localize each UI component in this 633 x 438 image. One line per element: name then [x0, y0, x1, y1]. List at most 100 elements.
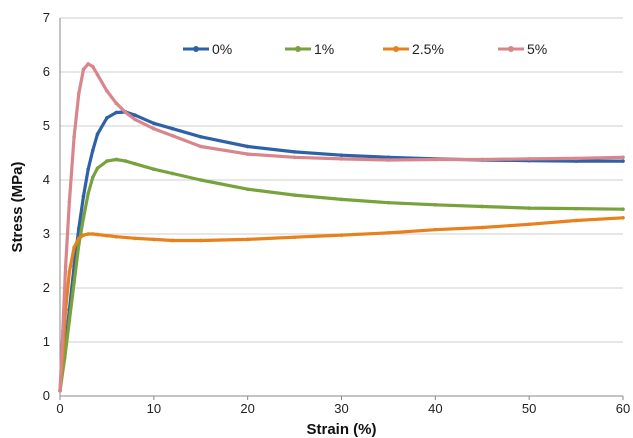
data-point: [621, 155, 625, 160]
data-point: [95, 72, 100, 77]
data-point: [245, 152, 250, 156]
data-point: [63, 264, 68, 269]
data-point: [433, 157, 438, 162]
y-tick-label: 5: [43, 118, 50, 133]
data-point: [574, 218, 578, 223]
x-tick-label: 20: [240, 401, 254, 416]
y-tick-label: 4: [43, 172, 50, 187]
legend-swatch-marker: [508, 46, 514, 52]
data-point: [339, 157, 344, 161]
data-point: [198, 135, 203, 139]
data-point: [133, 162, 137, 166]
data-point: [91, 64, 95, 69]
legend-item: 2.5%: [383, 41, 444, 57]
legend-swatch-marker: [393, 46, 399, 52]
data-point: [114, 157, 119, 162]
data-point: [67, 199, 72, 204]
data-point: [86, 167, 90, 171]
data-point: [480, 225, 485, 230]
data-point: [76, 226, 81, 231]
data-point: [67, 318, 72, 323]
data-point: [170, 171, 175, 176]
data-point: [170, 126, 175, 131]
data-point: [81, 194, 86, 198]
x-tick-label: 30: [334, 401, 348, 416]
data-point: [292, 235, 297, 240]
series-1%: [58, 157, 625, 393]
legend-swatch-marker: [295, 46, 301, 52]
data-point: [152, 121, 156, 126]
data-point: [123, 110, 128, 115]
x-axis-title: Strain (%): [306, 421, 376, 438]
data-point: [76, 91, 81, 96]
data-point: [133, 236, 137, 241]
x-tick-label: 0: [56, 401, 63, 416]
gridlines: [60, 17, 623, 343]
data-point: [527, 222, 531, 227]
x-tick-label: 50: [522, 401, 536, 416]
y-tick-label: 0: [43, 388, 50, 403]
data-point: [133, 113, 137, 117]
data-point: [105, 89, 109, 93]
data-point: [480, 157, 485, 162]
y-tick-label: 7: [43, 10, 50, 25]
data-point: [133, 117, 137, 122]
data-point: [105, 233, 109, 238]
data-point: [105, 116, 109, 120]
data-point: [527, 206, 531, 210]
legend-item: 5%: [498, 41, 547, 57]
data-point: [170, 133, 175, 138]
legend: 0% 1% 2.5% 5%: [183, 41, 547, 57]
data-point: [170, 238, 175, 243]
series-line: [58, 157, 625, 393]
data-point: [152, 237, 156, 242]
data-point: [95, 132, 100, 136]
data-point: [114, 101, 119, 106]
legend-label: 0%: [212, 41, 232, 57]
legend-swatch-marker: [193, 46, 199, 52]
legend-label: 5%: [527, 41, 547, 57]
data-point: [105, 159, 109, 163]
data-point: [86, 62, 90, 66]
data-point: [574, 159, 578, 163]
data-point: [480, 204, 485, 209]
x-tick-label: 10: [147, 401, 161, 416]
data-point: [61, 329, 65, 334]
data-point: [339, 153, 344, 157]
data-point: [152, 126, 156, 131]
data-point: [386, 155, 391, 160]
data-point: [67, 270, 72, 274]
data-point: [86, 191, 90, 196]
data-point: [621, 207, 625, 211]
data-point: [72, 135, 76, 139]
data-point: [81, 216, 86, 220]
data-point: [123, 159, 128, 163]
data-point: [386, 231, 391, 235]
data-point: [621, 216, 625, 220]
data-point: [95, 232, 100, 237]
data-point: [91, 232, 95, 236]
data-point: [114, 110, 119, 115]
legend-item: 1%: [285, 41, 334, 57]
y-tick-labels: 0 1 2 3 4 5 6 7: [43, 10, 50, 403]
y-tick-label: 2: [43, 280, 50, 295]
data-point: [245, 144, 250, 149]
data-point: [198, 178, 203, 182]
data-point: [292, 150, 297, 154]
data-point: [76, 243, 81, 247]
legend-label: 1%: [314, 41, 334, 57]
data-point: [292, 193, 297, 197]
data-point: [386, 158, 391, 162]
data-point: [433, 227, 438, 232]
data-point: [86, 232, 90, 236]
x-tick-label: 40: [428, 401, 442, 416]
data-point: [81, 233, 86, 237]
legend-item: 0%: [183, 41, 232, 57]
data-point: [81, 67, 86, 72]
data-point: [91, 148, 95, 153]
series-5%: [58, 62, 625, 393]
data-point: [72, 280, 76, 285]
data-point: [72, 245, 76, 250]
series-0%: [58, 110, 625, 393]
